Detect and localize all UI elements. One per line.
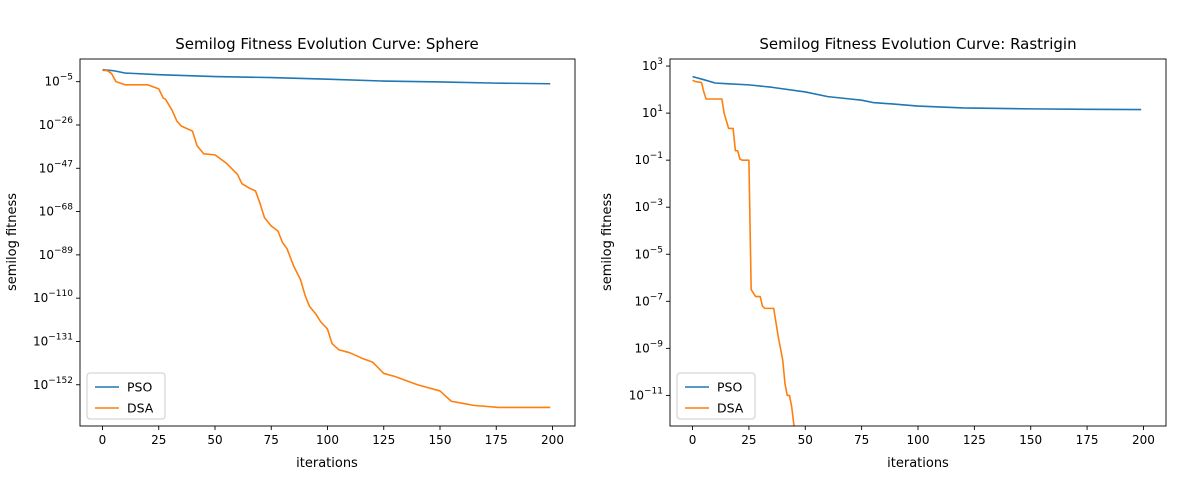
rastrigin-x-tick-label: 100 — [907, 433, 930, 447]
sphere-legend-label-pso: PSO — [127, 380, 152, 395]
sphere-x-tick-label: 50 — [207, 433, 222, 447]
sphere-x-tick-label: 0 — [99, 433, 107, 447]
sphere-x-tick-label: 175 — [485, 433, 508, 447]
sphere-chart: Semilog Fitness Evolution Curve: Sphere … — [5, 35, 576, 471]
sphere-chart-title: Semilog Fitness Evolution Curve: Sphere — [175, 35, 479, 53]
sphere-x-tick-label: 150 — [429, 433, 452, 447]
sphere-series-dsa-line — [102, 69, 551, 409]
rastrigin-series-dsa-line — [692, 79, 795, 426]
sphere-legend-label-dsa: DSA — [127, 401, 154, 416]
rastrigin-x-tick-label: 0 — [689, 433, 697, 447]
sphere-x-axis-label: iterations — [296, 456, 358, 471]
rastrigin-y-axis-label: semilog fitness — [600, 193, 615, 291]
sphere-x-tick-label: 25 — [151, 433, 166, 447]
rastrigin-plot-area — [692, 75, 1142, 426]
sphere-x-tick-label: 100 — [316, 433, 339, 447]
rastrigin-chart: Semilog Fitness Evolution Curve: Rastrig… — [600, 35, 1167, 471]
rastrigin-series-pso-line — [692, 75, 1142, 111]
rastrigin-x-tick-label: 175 — [1076, 433, 1099, 447]
sphere-plot-area — [102, 68, 551, 409]
sphere-x-tick-label: 200 — [541, 433, 564, 447]
rastrigin-x-axis-label: iterations — [887, 456, 949, 471]
sphere-y-axis-label: semilog fitness — [5, 193, 20, 291]
rastrigin-legend-label-pso: PSO — [717, 380, 742, 395]
rastrigin-x-tick-label: 50 — [798, 433, 813, 447]
rastrigin-chart-title: Semilog Fitness Evolution Curve: Rastrig… — [759, 35, 1076, 53]
rastrigin-x-tick-label: 75 — [854, 433, 869, 447]
sphere-x-tick-label: 75 — [264, 433, 279, 447]
sphere-x-tick-label: 125 — [372, 433, 395, 447]
rastrigin-x-tick-label: 200 — [1132, 433, 1155, 447]
rastrigin-x-tick-label: 25 — [741, 433, 756, 447]
rastrigin-x-tick-label: 150 — [1019, 433, 1042, 447]
rastrigin-legend-label-dsa: DSA — [717, 401, 744, 416]
rastrigin-legend: PSO DSA — [676, 372, 756, 420]
sphere-series-pso-line — [102, 68, 551, 85]
rastrigin-x-tick-label: 125 — [963, 433, 986, 447]
sphere-legend: PSO DSA — [86, 372, 166, 420]
